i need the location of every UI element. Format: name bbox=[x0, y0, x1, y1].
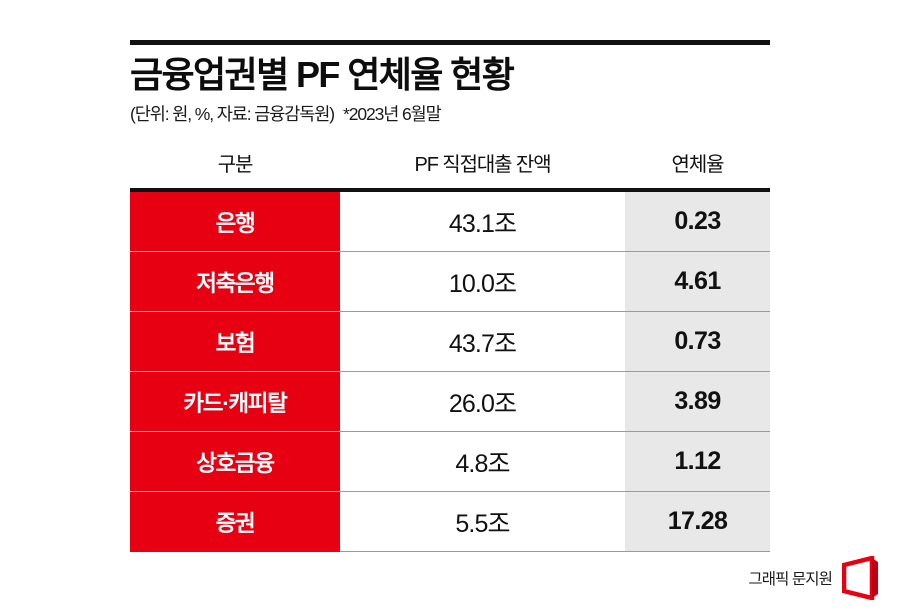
table-row: 증권 5.5조 17.28 bbox=[130, 491, 770, 552]
row-label: 저축은행 bbox=[130, 251, 340, 312]
table-row: 은행 43.1조 0.23 bbox=[130, 190, 770, 252]
pf-delinquency-table: 구분 PF 직접대출 잔액 연체율 은행 43.1조 0.23 저축은행 10.… bbox=[130, 148, 770, 552]
subtitle-unit: (단위: 원, %, 자료: 금융감독원) bbox=[130, 103, 335, 124]
row-label: 카드·캐피탈 bbox=[130, 371, 340, 432]
header-block: 금융업권별 PF 연체율 현황 (단위: 원, %, 자료: 금융감독원) *20… bbox=[130, 40, 770, 126]
row-loan-balance: 5.5조 bbox=[340, 491, 625, 552]
row-loan-balance: 10.0조 bbox=[340, 251, 625, 312]
table-body: 은행 43.1조 0.23 저축은행 10.0조 4.61 보험 43.7조 0… bbox=[130, 190, 770, 552]
row-label: 은행 bbox=[130, 190, 340, 252]
column-header-delinquency-rate: 연체율 bbox=[625, 148, 770, 190]
subtitle-note: *2023년 6월말 bbox=[343, 103, 442, 124]
table-header-row: 구분 PF 직접대출 잔액 연체율 bbox=[130, 148, 770, 190]
page-title: 금융업권별 PF 연체율 현황 bbox=[130, 54, 515, 95]
row-delinquency-rate: 3.89 bbox=[625, 371, 770, 432]
row-delinquency-rate: 0.23 bbox=[625, 190, 770, 252]
row-delinquency-rate: 17.28 bbox=[625, 491, 770, 552]
row-label: 상호금융 bbox=[130, 431, 340, 492]
asiae-logo-icon bbox=[842, 556, 878, 600]
footer-credit: 그래픽 문지원 bbox=[748, 556, 880, 600]
column-header-loan-balance: PF 직접대출 잔액 bbox=[340, 148, 625, 190]
subtitle: (단위: 원, %, 자료: 금융감독원) *2023년 6월말 bbox=[130, 95, 770, 126]
column-header-category: 구분 bbox=[130, 148, 340, 190]
table-header: 구분 PF 직접대출 잔액 연체율 bbox=[130, 148, 770, 190]
row-loan-balance: 43.7조 bbox=[340, 311, 625, 372]
row-label: 증권 bbox=[130, 491, 340, 552]
table-row: 보험 43.7조 0.73 bbox=[130, 311, 770, 372]
row-delinquency-rate: 1.12 bbox=[625, 431, 770, 492]
table-row: 상호금융 4.8조 1.12 bbox=[130, 431, 770, 492]
top-rule-divider bbox=[130, 40, 770, 45]
row-loan-balance: 26.0조 bbox=[340, 371, 625, 432]
row-loan-balance: 43.1조 bbox=[340, 190, 625, 252]
row-delinquency-rate: 0.73 bbox=[625, 311, 770, 372]
credit-text: 그래픽 문지원 bbox=[748, 571, 832, 588]
table-row: 저축은행 10.0조 4.61 bbox=[130, 251, 770, 312]
table-row: 카드·캐피탈 26.0조 3.89 bbox=[130, 371, 770, 432]
data-table-wrapper: 구분 PF 직접대출 잔액 연체율 은행 43.1조 0.23 저축은행 10.… bbox=[130, 148, 770, 552]
row-loan-balance: 4.8조 bbox=[340, 431, 625, 492]
row-label: 보험 bbox=[130, 311, 340, 372]
row-delinquency-rate: 4.61 bbox=[625, 251, 770, 312]
